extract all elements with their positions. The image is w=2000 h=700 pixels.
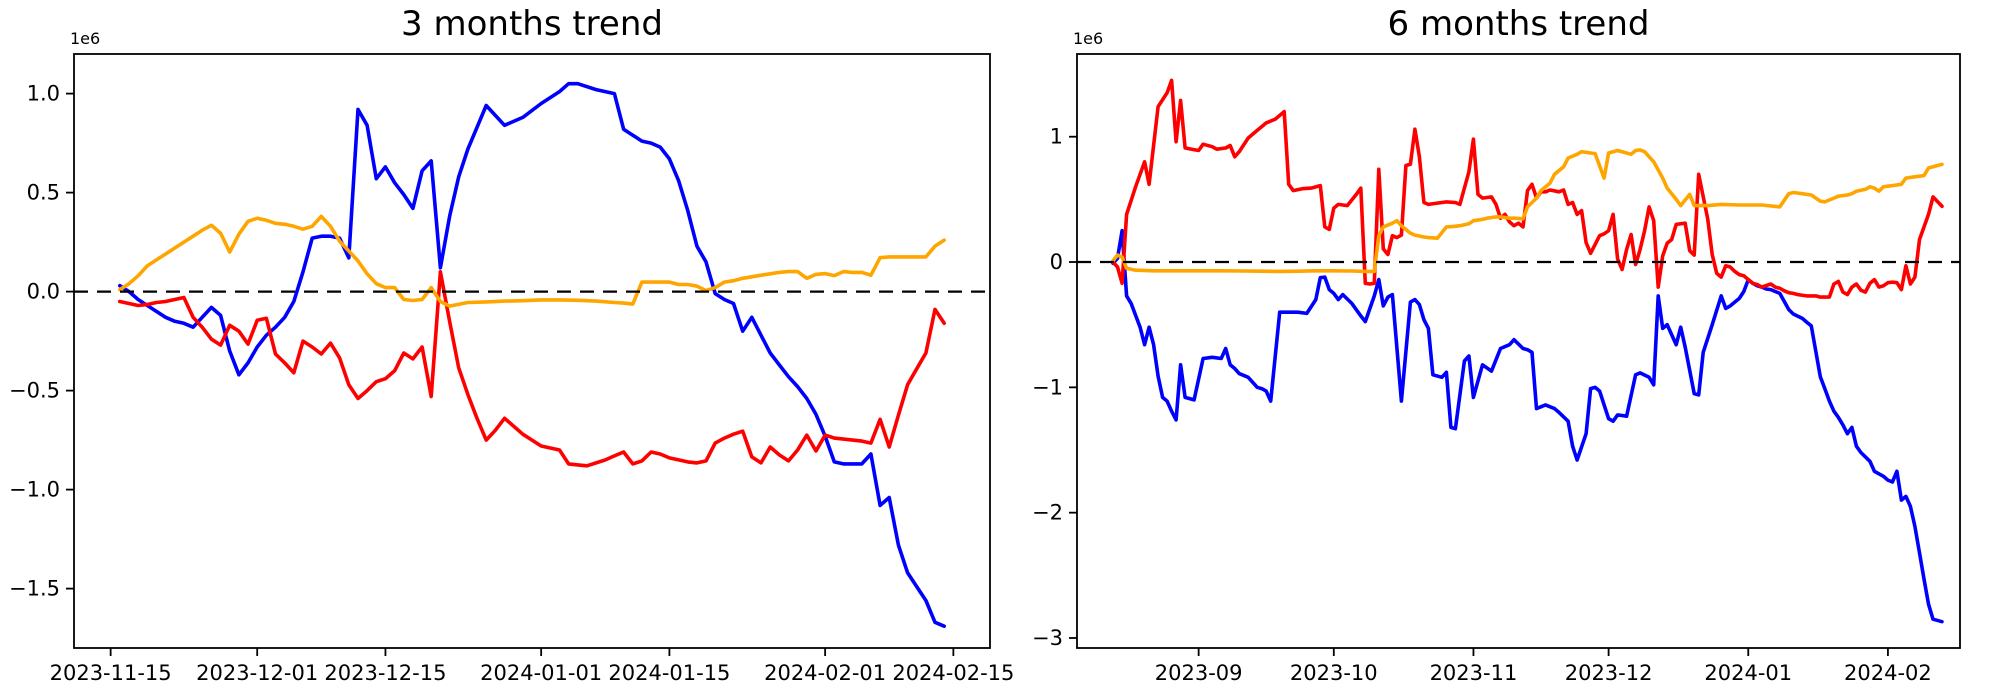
y-tick-label: −1.5 (9, 577, 60, 601)
y-tick-label: 0.5 (27, 181, 60, 205)
x-tick-label: 2024-02-01 (764, 661, 886, 685)
plot-area-6-months: 1e6 1 0 −1 −2 −3 2023-09 2023-10 2023-11 2023-12 2… (1032, 29, 1961, 685)
x-tick-label: 2023-10 (1290, 661, 1378, 685)
y-tick-label: −0.5 (9, 379, 60, 403)
y-tick-label: 0 (1050, 250, 1063, 274)
chart-title-3-months: 3 months trend (401, 4, 663, 44)
chart-6-months-trend: 1e6 1 0 −1 −2 −3 2023-09 2023-10 2023-11 2023-12 2… (1000, 0, 2000, 700)
series-blue-line (118, 81, 947, 629)
axis-offset-label: 1e6 (70, 29, 100, 48)
y-tick-label: −3 (1032, 626, 1063, 650)
y-tick-label: 0.0 (27, 280, 60, 304)
x-tick-label: 2024-01 (1704, 661, 1792, 685)
y-tick-label: −2 (1032, 501, 1063, 525)
x-tick-label: 2023-12-01 (196, 661, 318, 685)
plot-spines (73, 53, 991, 649)
series-blue-line (1111, 228, 1944, 624)
x-tick-label: 2024-01-15 (608, 661, 730, 685)
x-tick-label: 2024-01-01 (480, 661, 602, 685)
chart-title-6-months: 6 months trend (1387, 4, 1650, 44)
x-tick-label: 2023-11 (1430, 661, 1518, 685)
x-tick-label: 2023-12-15 (324, 661, 446, 685)
plot-spines (1076, 53, 1961, 649)
x-tick-label: 2023-12 (1565, 661, 1653, 685)
series-orange-line (1111, 148, 1944, 274)
y-tick-label: 1 (1050, 125, 1063, 149)
y-tick-label: 1.0 (27, 82, 60, 106)
chart-3-months-trend: 1e6 1.0 0.5 0.0 −0.5 −1.0 −1.5 2023-11-15 2023-1… (9, 4, 1014, 685)
x-tick-label: 2024-02-15 (892, 661, 1014, 685)
y-tick-label: −1 (1032, 375, 1063, 399)
plot-area-3-months: 1e6 1.0 0.5 0.0 −0.5 −1.0 −1.5 2023-11-15 2023-1… (9, 29, 1014, 685)
x-tick-label: 2023-09 (1155, 661, 1243, 685)
series-red-line (1111, 78, 1944, 299)
x-tick-label: 2024-02 (1844, 661, 1932, 685)
series-red-line (118, 269, 947, 468)
series-orange-line (118, 214, 947, 308)
axis-offset-label: 1e6 (1073, 29, 1103, 48)
x-tick-label: 2023-11-15 (50, 661, 172, 685)
y-tick-label: −1.0 (9, 478, 60, 502)
